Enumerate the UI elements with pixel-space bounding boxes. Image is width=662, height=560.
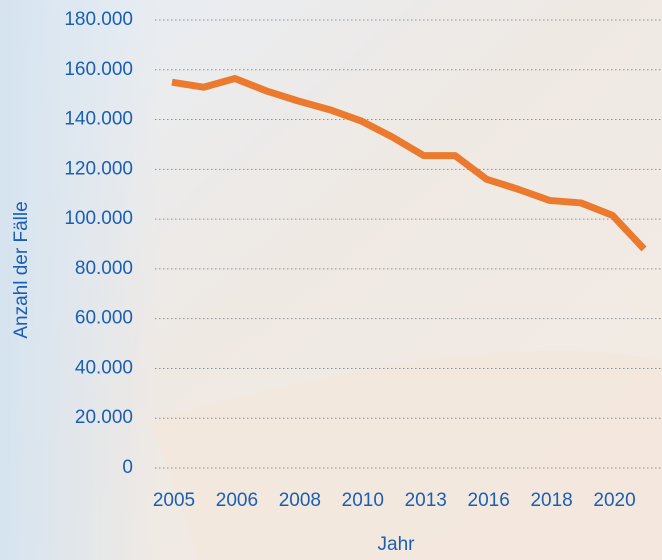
y-tick-label: 60.000 bbox=[75, 308, 133, 329]
y-tick-label: 100.000 bbox=[64, 208, 133, 229]
y-tick-label: 80.000 bbox=[75, 258, 133, 279]
y-tick-label: 40.000 bbox=[75, 357, 133, 378]
x-tick-label: 2018 bbox=[530, 490, 572, 511]
x-tick-label: 2008 bbox=[279, 490, 321, 511]
y-tick-label: 140.000 bbox=[64, 109, 133, 130]
y-axis-label: Anzahl der Fälle bbox=[11, 201, 32, 338]
x-tick-label: 2010 bbox=[342, 490, 384, 511]
chart: Jahr Anzahl der Fälle 0 20.000 40.000 60.00… bbox=[0, 0, 662, 560]
y-tick-label: 120.000 bbox=[64, 158, 133, 179]
x-axis-label: Jahr bbox=[378, 534, 416, 555]
x-tick-label: 2016 bbox=[468, 490, 510, 511]
x-tick-label: 2013 bbox=[405, 490, 447, 511]
x-tick-label: 2020 bbox=[593, 490, 635, 511]
y-tick-label: 20.000 bbox=[75, 407, 133, 428]
x-tick-label: 2005 bbox=[153, 490, 195, 511]
y-tick-label: 180.000 bbox=[64, 9, 133, 30]
y-tick-label: 0 bbox=[122, 457, 133, 478]
y-tick-label: 160.000 bbox=[64, 59, 133, 80]
x-tick-label: 2006 bbox=[216, 490, 258, 511]
